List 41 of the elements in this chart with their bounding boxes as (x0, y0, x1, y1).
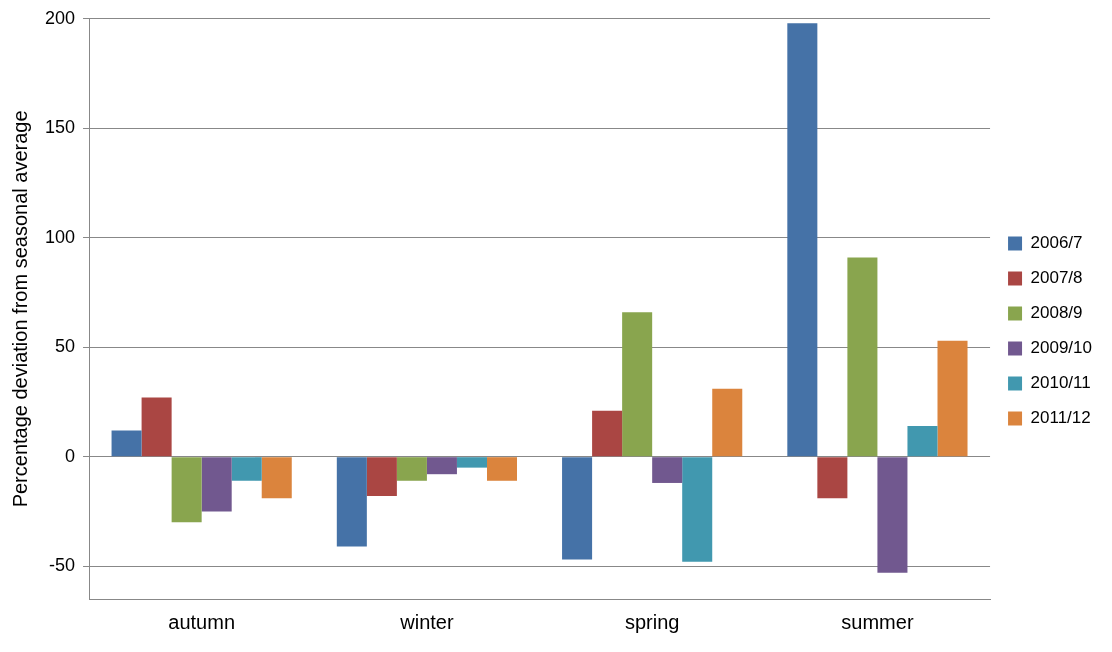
bar (682, 457, 713, 562)
bar (817, 457, 848, 499)
bar (426, 457, 457, 475)
bar (336, 457, 367, 547)
legend-label: 2006/7 (1030, 233, 1083, 253)
bar (111, 430, 142, 457)
bar (201, 457, 232, 512)
y-tick-label: 200 (44, 7, 76, 28)
y-tick-label: -50 (49, 555, 76, 576)
legend-label: 2010/11 (1030, 373, 1091, 393)
y-tick-label: 100 (44, 226, 76, 247)
x-tick-label: spring (624, 610, 680, 633)
bar (366, 457, 397, 497)
x-tick-label: autumn (168, 610, 236, 633)
bar (141, 397, 172, 457)
bar (907, 426, 938, 457)
bar (456, 457, 487, 468)
bar (937, 340, 968, 457)
bar (562, 457, 593, 560)
bar (787, 23, 818, 457)
y-tick-label: 0 (65, 445, 76, 466)
bar (712, 388, 743, 457)
bar (622, 312, 653, 457)
legend-label: 2008/9 (1030, 303, 1083, 323)
bar (171, 457, 202, 523)
y-tick-label: 50 (55, 336, 76, 357)
legend-label: 2007/8 (1030, 268, 1083, 288)
bar (877, 457, 908, 573)
bar (261, 457, 292, 499)
bar (486, 457, 518, 481)
y-axis-title: Percentage deviation from seasonal average (8, 110, 31, 508)
bar (652, 457, 683, 483)
bar (396, 457, 427, 481)
legend-label: 2009/10 (1030, 338, 1092, 358)
x-tick-label: winter (399, 610, 454, 633)
bar (231, 457, 262, 481)
x-tick-label: summer (841, 610, 914, 633)
bar (847, 257, 878, 457)
legend-label: 2011/12 (1030, 408, 1091, 428)
y-tick-label: 150 (44, 117, 76, 138)
bar (592, 410, 623, 457)
